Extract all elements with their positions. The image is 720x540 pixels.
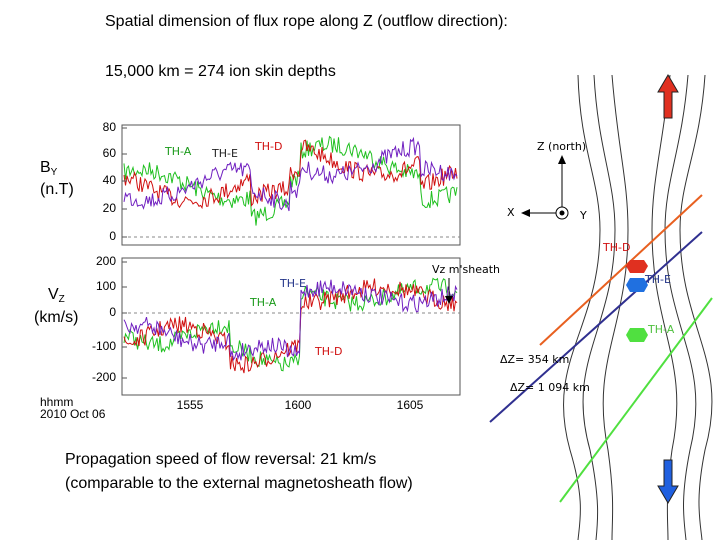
arrow-up bbox=[657, 74, 679, 119]
axis-y-dot bbox=[559, 210, 565, 216]
subtitle: 15,000 km = 274 ion skin depths bbox=[105, 63, 336, 80]
probe-dot bbox=[626, 278, 648, 292]
trace bbox=[123, 279, 458, 362]
trace bbox=[123, 139, 458, 210]
delta-z: ΔZ= 354 km bbox=[500, 353, 569, 366]
x-tick-label: 1605 bbox=[397, 398, 424, 412]
trajectory bbox=[559, 297, 713, 503]
probe-label: TH-E bbox=[644, 273, 671, 286]
y-tick-label: 20 bbox=[103, 201, 117, 215]
delta-z: ΔZ= 1 094 km bbox=[510, 381, 590, 394]
flux-rope-boundaries bbox=[562, 74, 713, 540]
y-label: BY bbox=[40, 159, 58, 177]
y-unit: (n.T) bbox=[40, 181, 74, 198]
footer-line: (comparable to the external magnetosheat… bbox=[65, 475, 413, 492]
arrowhead bbox=[445, 296, 453, 304]
trace bbox=[123, 135, 458, 226]
axis-label: Y bbox=[579, 209, 587, 222]
probe-label: TH-D bbox=[314, 345, 342, 358]
y-tick-label: 0 bbox=[109, 305, 116, 319]
x-tick-label: 1600 bbox=[285, 398, 312, 412]
trace bbox=[123, 277, 458, 372]
y-tick-label: 200 bbox=[96, 254, 116, 268]
arrow-down bbox=[657, 459, 679, 504]
trace bbox=[123, 278, 458, 374]
probe-label: TH-D bbox=[254, 140, 282, 153]
panel-frame bbox=[121, 124, 461, 246]
y-tick-label: 80 bbox=[103, 120, 117, 134]
arrowhead bbox=[521, 209, 530, 217]
x-tick-label: 1555 bbox=[177, 398, 204, 412]
probe-dot bbox=[626, 260, 648, 273]
trajectory bbox=[539, 194, 703, 346]
y-tick-label: 100 bbox=[96, 279, 116, 293]
probe-label: TH-D bbox=[602, 241, 630, 254]
probe-dot bbox=[626, 328, 648, 342]
y-tick-label: 0 bbox=[109, 229, 116, 243]
y-unit: (km/s) bbox=[34, 309, 78, 326]
probe-label: TH-A bbox=[164, 145, 192, 158]
panel-frame bbox=[121, 257, 461, 396]
y-label: VZ bbox=[48, 286, 65, 304]
y-tick-label: 40 bbox=[103, 173, 117, 187]
traces bbox=[123, 135, 458, 374]
y-tick-label: -200 bbox=[92, 370, 116, 384]
date: 2010 Oct 06 bbox=[40, 407, 106, 421]
y-tick-label: 60 bbox=[103, 146, 117, 160]
trajectory bbox=[489, 231, 703, 423]
time-label: hhmm bbox=[40, 395, 73, 409]
annotation: Vz m'sheath bbox=[432, 263, 500, 276]
probe-label: TH-A bbox=[249, 296, 277, 309]
title: Spatial dimension of flux rope along Z (… bbox=[105, 13, 508, 30]
axis-label: Z (north) bbox=[537, 140, 586, 153]
probe-label: TH-E bbox=[279, 277, 306, 290]
trace bbox=[123, 136, 458, 212]
probe-label: TH-E bbox=[211, 147, 238, 160]
footer-line: Propagation speed of flow reversal: 21 k… bbox=[65, 451, 376, 468]
y-tick-label: -100 bbox=[92, 339, 116, 353]
arrowhead bbox=[558, 155, 566, 164]
axis-label: X bbox=[507, 206, 515, 219]
probe-label: TH-A bbox=[647, 323, 675, 336]
